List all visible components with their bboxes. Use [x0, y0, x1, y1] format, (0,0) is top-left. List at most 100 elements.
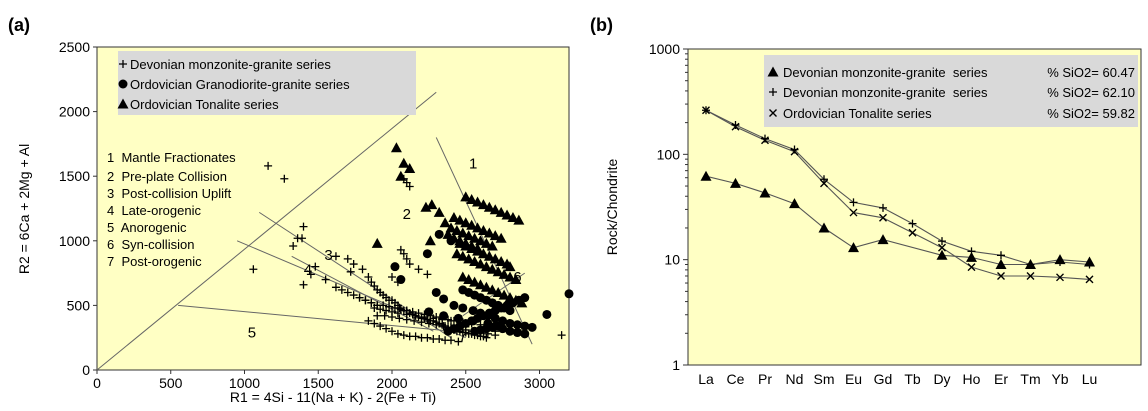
triangle-point-series-3 [486, 284, 498, 295]
triangle-point-series-3 [504, 261, 516, 272]
triangle-point-series-3 [439, 217, 451, 228]
plus-point-series-1 [435, 334, 444, 343]
plus-point-series-1 [331, 283, 340, 292]
triangle-point-series-3 [495, 206, 507, 217]
plus-point-series-1 [411, 332, 420, 341]
plus-point-series-1 [367, 298, 376, 307]
y-tick-label: 1000 [59, 233, 90, 249]
field-legend-4: 4 Late-orogenic [107, 203, 201, 218]
panel-a-x-axis-title: R1 = 4Si - 11(Na + K) - 2(Fe + Ti) [230, 389, 436, 405]
triangle-point-series-3 [475, 235, 486, 246]
x-point-series-3 [1026, 271, 1035, 280]
triangle-point-series-3 [501, 209, 513, 220]
triangle-point-series-3 [498, 268, 510, 279]
triangle-point-series-3 [463, 253, 475, 264]
triangle-point-series-3 [486, 263, 498, 274]
panel-a-legend-entry-3: Ordovician Tonalite series [117, 97, 279, 112]
panel-a-scatter-chart: (a) 1 2 34 5 6 7 0 500 1000 1500 2000 2500 3000 0 50… [8, 15, 574, 405]
y-tick-label: 2500 [59, 39, 90, 55]
triangle-point-series-3 [426, 199, 438, 210]
triangle-point-series-3 [466, 219, 478, 230]
triangle-point-series-3 [483, 227, 495, 238]
plus-point-series-1 [423, 333, 432, 342]
x-tick-label: Gd [874, 371, 893, 387]
legend-plus-marker [119, 60, 127, 68]
legend-triangle-marker [767, 66, 779, 77]
legend-x-marker [769, 109, 777, 117]
panel-b-legend-entry-2: Devonian monzonite-granite series % SiO2… [769, 85, 1135, 100]
plus-point-series-1 [405, 260, 414, 269]
plus-point-series-1 [399, 249, 408, 258]
plus-point-series-1 [364, 316, 373, 325]
plus-point-series-1 [293, 234, 302, 243]
circle-point-series-2 [439, 294, 449, 304]
triangle-point-series-3 [433, 206, 445, 217]
circle-point-series-2 [542, 309, 552, 319]
panel-a-legend-label-2: Ordovician Granodiorite-granite series [130, 77, 350, 92]
triangle-point-series-1 [877, 234, 889, 245]
panel-a-x-ticks: 0 500 1000 1500 2000 2500 3000 [93, 370, 555, 391]
triangle-point-series-3 [398, 157, 410, 168]
plus-point-series-1 [370, 319, 379, 328]
field-legend-5: 5 Anorogenic [107, 220, 187, 235]
panel-b-legend-note-1: % SiO2= 60.47 [1047, 65, 1135, 80]
plus-point-series-1 [358, 265, 367, 274]
plus-point-series-1 [408, 307, 417, 316]
triangle-point-series-3 [483, 250, 495, 261]
field-legend-1: 1 Mantle Fractionates [107, 150, 236, 165]
x-point-series-3 [967, 263, 976, 272]
x-point-series-3 [997, 271, 1005, 280]
triangle-point-series-3 [480, 281, 492, 292]
triangle-point-series-3 [516, 297, 528, 308]
x-tick-label: Lu [1082, 371, 1098, 387]
x-tick-label: Dy [933, 371, 950, 387]
plus-point-series-1 [264, 161, 273, 170]
circle-point-series-2 [490, 313, 500, 323]
triangle-point-series-1 [936, 249, 948, 260]
x-point-series-3 [761, 136, 769, 145]
plus-point-series-1 [373, 311, 382, 320]
plus-point-series-1 [439, 322, 448, 331]
triangle-point-series-3 [495, 255, 507, 266]
circle-point-series-2 [527, 322, 537, 332]
triangle-point-series-3 [486, 240, 498, 251]
triangle-marker-icon [767, 66, 779, 77]
plus-point-series-1 [355, 293, 364, 302]
triangle-point-series-3 [483, 201, 495, 212]
plus-point-series-1 [447, 336, 455, 345]
x-tick-label: Tb [904, 371, 921, 387]
x-tick-label: 2500 [450, 375, 481, 391]
plus-point-series-2 [1056, 258, 1064, 267]
triangle-point-series-3 [424, 235, 436, 246]
panel-b-legend-entry-3: Ordovician Tonalite series % SiO2= 59.82 [769, 106, 1135, 121]
panel-a-legend-box [118, 51, 416, 115]
plus-point-series-1 [349, 291, 358, 300]
plus-point-series-1 [424, 319, 433, 328]
plus-point-series-2 [967, 247, 976, 256]
triangle-point-series-3 [451, 248, 463, 259]
field-legend-3: 3 Post-collision Uplift [107, 186, 232, 201]
panel-a-legend-entry-2: Ordovician Granodiorite-granite series [118, 77, 350, 92]
triangle-point-series-3 [475, 279, 486, 290]
circle-point-series-2 [422, 249, 432, 259]
plus-point-series-1 [331, 252, 340, 261]
x-tick-label: Ho [963, 371, 981, 387]
panel-a-data-points [249, 142, 574, 346]
panel-b-letter: (b) [590, 15, 613, 35]
triangle-point-series-3 [489, 204, 501, 215]
triangle-point-series-3 [457, 227, 469, 238]
field-legend-7: 7 Post-orogenic [107, 254, 202, 269]
plus-point-series-2 [938, 237, 946, 246]
x-point-series-3 [702, 106, 710, 115]
legend-triangle-marker [117, 98, 129, 109]
plus-point-series-1 [299, 280, 308, 289]
plus-point-series-1 [361, 296, 370, 305]
panel-b-legend-label-1: Devonian monzonite-granite series [783, 65, 988, 80]
circle-point-series-2 [434, 229, 444, 239]
triangle-point-series-3 [460, 191, 472, 202]
triangle-point-series-3 [448, 232, 460, 243]
plus-point-series-1 [280, 174, 289, 183]
triangle-point-series-3 [371, 237, 383, 248]
series-line-2 [705, 109, 1090, 266]
